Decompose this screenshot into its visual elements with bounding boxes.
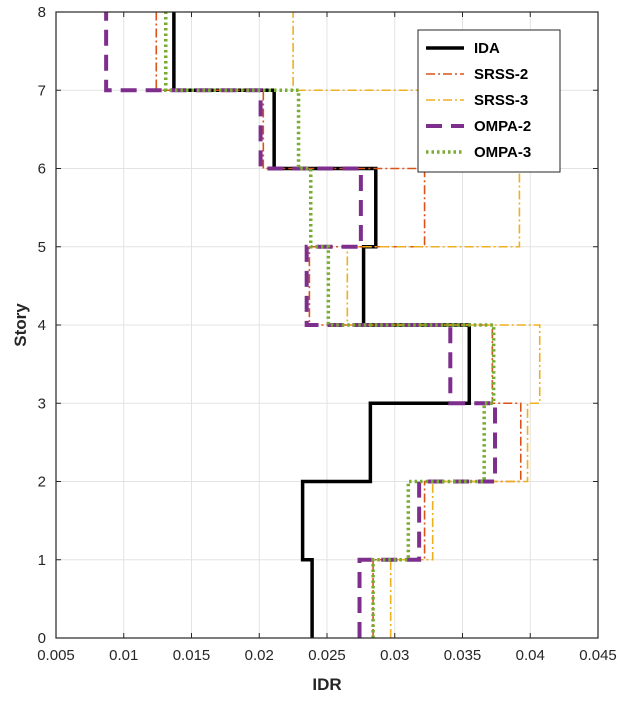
y-tick-label: 1 xyxy=(38,552,46,569)
legend-label: OMPA-2 xyxy=(474,118,531,135)
legend-box xyxy=(417,29,561,173)
x-tick-label: 0.005 xyxy=(37,647,75,664)
series-lines xyxy=(104,12,541,638)
x-tick-label: 0.03 xyxy=(380,647,409,664)
x-tick-label: 0.025 xyxy=(308,647,346,664)
series-line xyxy=(104,12,498,638)
x-tick-label: 0.015 xyxy=(173,647,211,664)
y-tick-label: 5 xyxy=(38,239,46,256)
x-tick-label: 0.01 xyxy=(109,647,138,664)
axis-ticks: 0.005 0.01 0.015 0.02 0.025 0.03 0.035 0.04 0.04… xyxy=(37,4,617,664)
y-axis-label: Story xyxy=(11,303,30,347)
legend-label: IDA xyxy=(474,40,500,57)
x-tick-label: 0.02 xyxy=(245,647,274,664)
x-tick-label: 0.035 xyxy=(444,647,482,664)
x-tick-label: 0.04 xyxy=(516,647,545,664)
legend-label: OMPA-3 xyxy=(474,144,531,161)
x-axis-label: IDR xyxy=(312,675,341,694)
y-tick-label: 2 xyxy=(38,474,46,491)
legend-label: SRSS-2 xyxy=(474,66,528,83)
series-line xyxy=(292,12,541,638)
series-srss-3 xyxy=(292,12,541,638)
legend-label: SRSS-3 xyxy=(474,92,528,109)
series-ompa-2 xyxy=(104,12,498,638)
y-tick-label: 8 xyxy=(38,4,46,21)
y-tick-label: 3 xyxy=(38,395,46,412)
y-tick-label: 0 xyxy=(38,630,46,647)
y-tick-label: 7 xyxy=(38,82,46,99)
y-tick-label: 4 xyxy=(38,317,46,334)
x-tick-label: 0.045 xyxy=(579,647,617,664)
y-tick-label: 6 xyxy=(38,161,46,178)
legend: IDA SRSS-2 SRSS-3 OMPA-2 OMPA-3 xyxy=(417,29,561,173)
